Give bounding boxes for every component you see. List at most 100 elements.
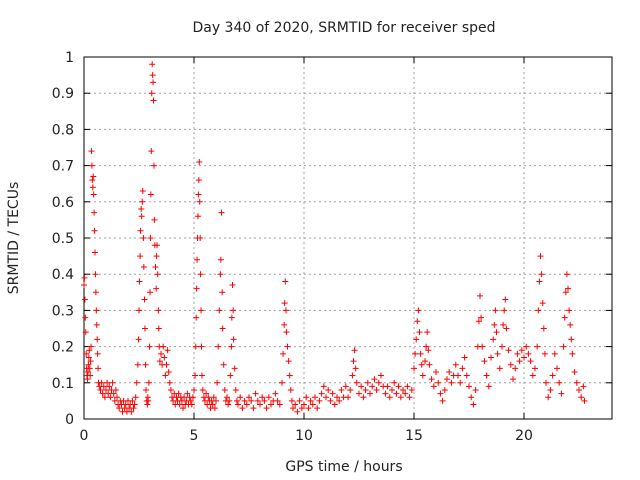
data-point bbox=[329, 390, 336, 397]
data-point bbox=[84, 376, 91, 383]
data-point bbox=[194, 213, 201, 220]
x-tick-label: 15 bbox=[405, 428, 423, 444]
x-tick-label: 5 bbox=[190, 428, 199, 444]
y-tick-label: 0.6 bbox=[52, 195, 74, 211]
data-point bbox=[439, 397, 446, 404]
data-point bbox=[175, 390, 182, 397]
data-point bbox=[481, 358, 488, 365]
data-point bbox=[192, 372, 199, 379]
data-point bbox=[367, 390, 373, 397]
y-tick-label: 0 bbox=[65, 412, 74, 428]
data-point bbox=[134, 361, 141, 368]
data-point bbox=[494, 350, 501, 357]
data-point bbox=[459, 365, 466, 372]
data-point bbox=[540, 325, 547, 332]
data-point bbox=[90, 191, 97, 198]
data-point bbox=[435, 379, 442, 386]
data-point bbox=[82, 314, 89, 321]
data-point bbox=[116, 405, 123, 412]
data-point bbox=[83, 350, 90, 357]
data-point bbox=[356, 390, 362, 397]
data-point bbox=[283, 329, 290, 336]
data-point bbox=[150, 97, 157, 104]
y-tick-label: 0.3 bbox=[52, 303, 74, 319]
data-point bbox=[397, 394, 404, 401]
data-point bbox=[412, 350, 419, 357]
data-point bbox=[135, 336, 142, 343]
data-point bbox=[404, 383, 411, 390]
data-point bbox=[534, 343, 541, 350]
data-point bbox=[92, 271, 99, 278]
data-point bbox=[463, 372, 470, 379]
data-point bbox=[109, 379, 116, 386]
data-point bbox=[139, 198, 146, 205]
data-point bbox=[210, 394, 217, 401]
data-point bbox=[384, 383, 391, 390]
data-point bbox=[532, 365, 538, 372]
data-point bbox=[287, 387, 294, 394]
data-point bbox=[470, 401, 477, 408]
data-point bbox=[92, 289, 99, 296]
data-point bbox=[395, 383, 402, 390]
data-point bbox=[568, 336, 575, 343]
data-point bbox=[110, 390, 117, 397]
data-point bbox=[290, 405, 296, 412]
data-point bbox=[94, 336, 101, 343]
data-point bbox=[419, 372, 426, 379]
y-tick-label: 0.7 bbox=[52, 159, 74, 175]
data-point bbox=[196, 158, 203, 165]
data-point bbox=[535, 307, 542, 314]
data-point bbox=[197, 235, 204, 241]
data-point bbox=[576, 387, 582, 394]
data-point bbox=[215, 343, 222, 350]
data-point bbox=[437, 390, 444, 397]
data-point bbox=[213, 397, 219, 404]
data-point bbox=[446, 368, 453, 375]
data-point bbox=[281, 300, 288, 307]
data-point bbox=[187, 397, 194, 404]
data-point bbox=[512, 365, 519, 372]
data-point bbox=[81, 282, 87, 289]
data-point bbox=[130, 405, 137, 412]
data-point bbox=[424, 329, 431, 336]
data-point bbox=[155, 325, 162, 332]
data-point bbox=[153, 285, 160, 292]
data-point bbox=[500, 321, 507, 328]
axis-ticks bbox=[83, 56, 612, 420]
data-point bbox=[211, 405, 218, 412]
y-tick-label: 0.5 bbox=[52, 231, 74, 247]
data-point bbox=[237, 394, 244, 401]
data-point bbox=[156, 358, 163, 365]
data-point bbox=[499, 343, 505, 350]
data-point bbox=[282, 278, 289, 285]
data-point bbox=[219, 325, 226, 332]
data-point bbox=[441, 387, 448, 394]
data-point bbox=[527, 358, 534, 365]
data-point bbox=[138, 206, 145, 213]
data-point bbox=[345, 394, 351, 401]
data-point bbox=[103, 387, 109, 394]
data-point bbox=[416, 329, 423, 336]
data-point bbox=[196, 198, 203, 205]
data-point bbox=[265, 394, 272, 401]
data-point bbox=[141, 296, 148, 303]
data-point bbox=[284, 343, 291, 350]
y-tick-label: 0.2 bbox=[52, 340, 74, 356]
data-point bbox=[231, 365, 238, 372]
data-point bbox=[537, 253, 544, 260]
data-point bbox=[375, 379, 382, 386]
data-point bbox=[162, 372, 169, 379]
data-point bbox=[276, 401, 283, 408]
data-point bbox=[149, 61, 156, 68]
data-point bbox=[316, 397, 323, 404]
data-point bbox=[573, 379, 580, 386]
data-point bbox=[101, 394, 108, 401]
data-point bbox=[153, 253, 160, 260]
data-point bbox=[426, 361, 433, 368]
data-point bbox=[91, 209, 98, 216]
data-point bbox=[400, 387, 406, 394]
data-point bbox=[193, 314, 200, 321]
data-point bbox=[581, 397, 588, 404]
data-point bbox=[563, 271, 570, 278]
